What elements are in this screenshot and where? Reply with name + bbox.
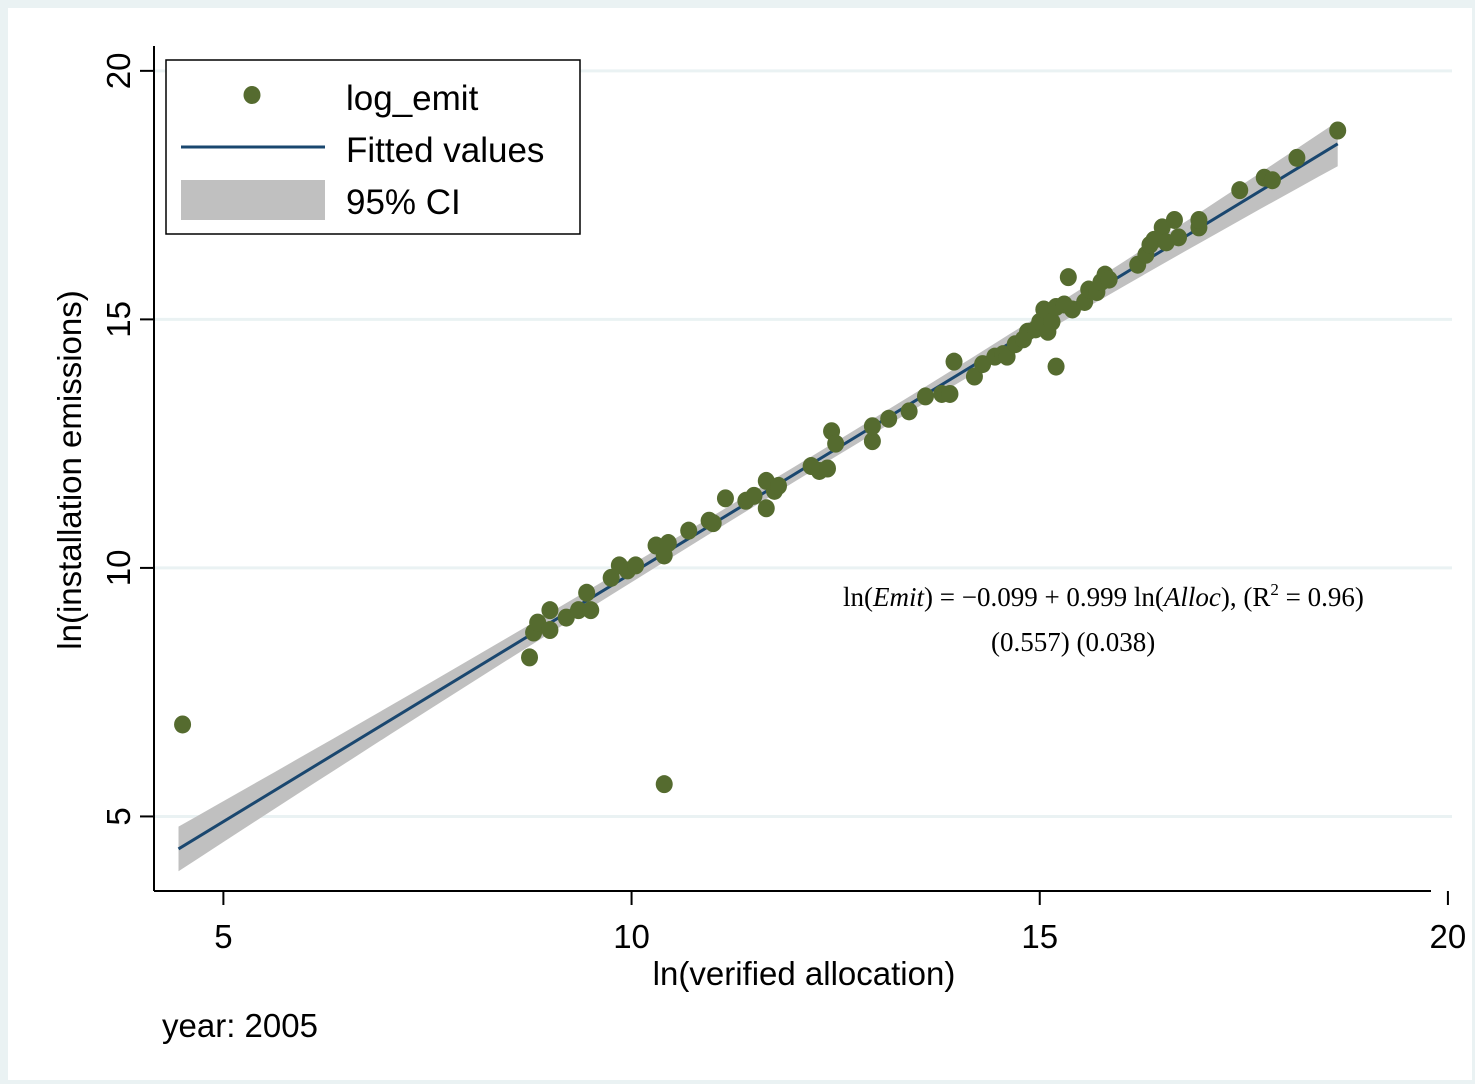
data-point-23 [745,486,763,505]
data-point-37 [916,387,934,406]
data-point-2 [521,648,539,667]
x-tick-label-10: 10 [613,918,650,955]
eq-mid: ) = −0.099 + 0.999 ln( [924,582,1164,612]
data-point-75 [1231,181,1249,200]
data-points [174,121,1347,794]
x-tick-label-20: 20 [1430,918,1467,955]
data-point-5 [541,621,559,640]
data-point-21 [716,489,734,508]
data-point-1 [655,775,673,794]
legend-band-icon [181,180,325,220]
data-point-79 [1329,121,1347,140]
data-point-34 [863,417,881,436]
data-point-14 [627,556,645,575]
y-tick-label-15: 15 [100,301,137,338]
data-point-20 [704,514,722,533]
data-point-17 [659,534,677,553]
data-point-40 [945,352,963,371]
eq-tail: ), (R [1221,582,1271,612]
data-point-33 [863,432,881,451]
y-axis-ticks: 5 10 15 20 [100,52,154,826]
data-point-27 [770,476,788,495]
eq-alloc: Alloc [1162,582,1221,612]
data-point-24 [757,499,775,518]
chart-caption: year: 2005 [162,1007,318,1044]
data-point-10 [582,601,600,620]
eq-sup: 2 [1270,580,1279,599]
regression-annotation: ln(Emit) = −0.099 + 0.999 ln(Alloc), (R2… [843,580,1364,657]
data-point-39 [941,384,959,403]
regression-equation: ln(Emit) = −0.099 + 0.999 ln(Alloc), (R2… [843,580,1364,612]
data-point-6 [541,601,559,620]
x-axis-ticks: 5 10 15 20 [214,891,1466,955]
legend-label-fitted-values: Fitted values [346,131,544,170]
x-tick-label-5: 5 [214,918,232,955]
y-tick-label-10: 10 [100,550,137,587]
data-point-78 [1288,148,1306,167]
data-point-77 [1263,171,1281,190]
legend: log_emit Fitted values 95% CI [165,59,581,235]
data-point-36 [900,402,918,421]
data-point-30 [818,459,836,478]
data-point-8 [570,601,588,620]
eq-emit: Emit [872,582,925,612]
data-point-57 [1059,268,1077,287]
data-point-54 [1047,357,1065,376]
data-point-18 [680,521,698,540]
data-point-72 [1170,228,1188,247]
data-point-35 [880,409,898,428]
x-axis-label: ln(verified allocation) [653,955,956,992]
data-point-9 [578,583,596,602]
eq-end: = 0.96) [1279,582,1364,612]
standard-errors: (0.557) (0.038) [991,627,1155,657]
legend-label-ci: 95% CI [346,183,461,222]
data-point-0 [174,715,192,734]
data-point-71 [1165,210,1183,229]
eq-lead: ln( [843,582,873,612]
y-axis-label: ln(installation emissions) [51,290,88,649]
legend-label-log-emit: log_emit [346,79,479,118]
data-point-32 [827,434,845,453]
data-point-64 [1100,270,1118,289]
data-point-74 [1190,210,1208,229]
legend-marker-icon [243,86,261,104]
y-tick-label-20: 20 [100,52,137,89]
y-tick-label-5: 5 [100,807,137,825]
x-tick-label-15: 15 [1021,918,1058,955]
data-point-53 [1043,312,1061,331]
axes [153,46,1431,892]
